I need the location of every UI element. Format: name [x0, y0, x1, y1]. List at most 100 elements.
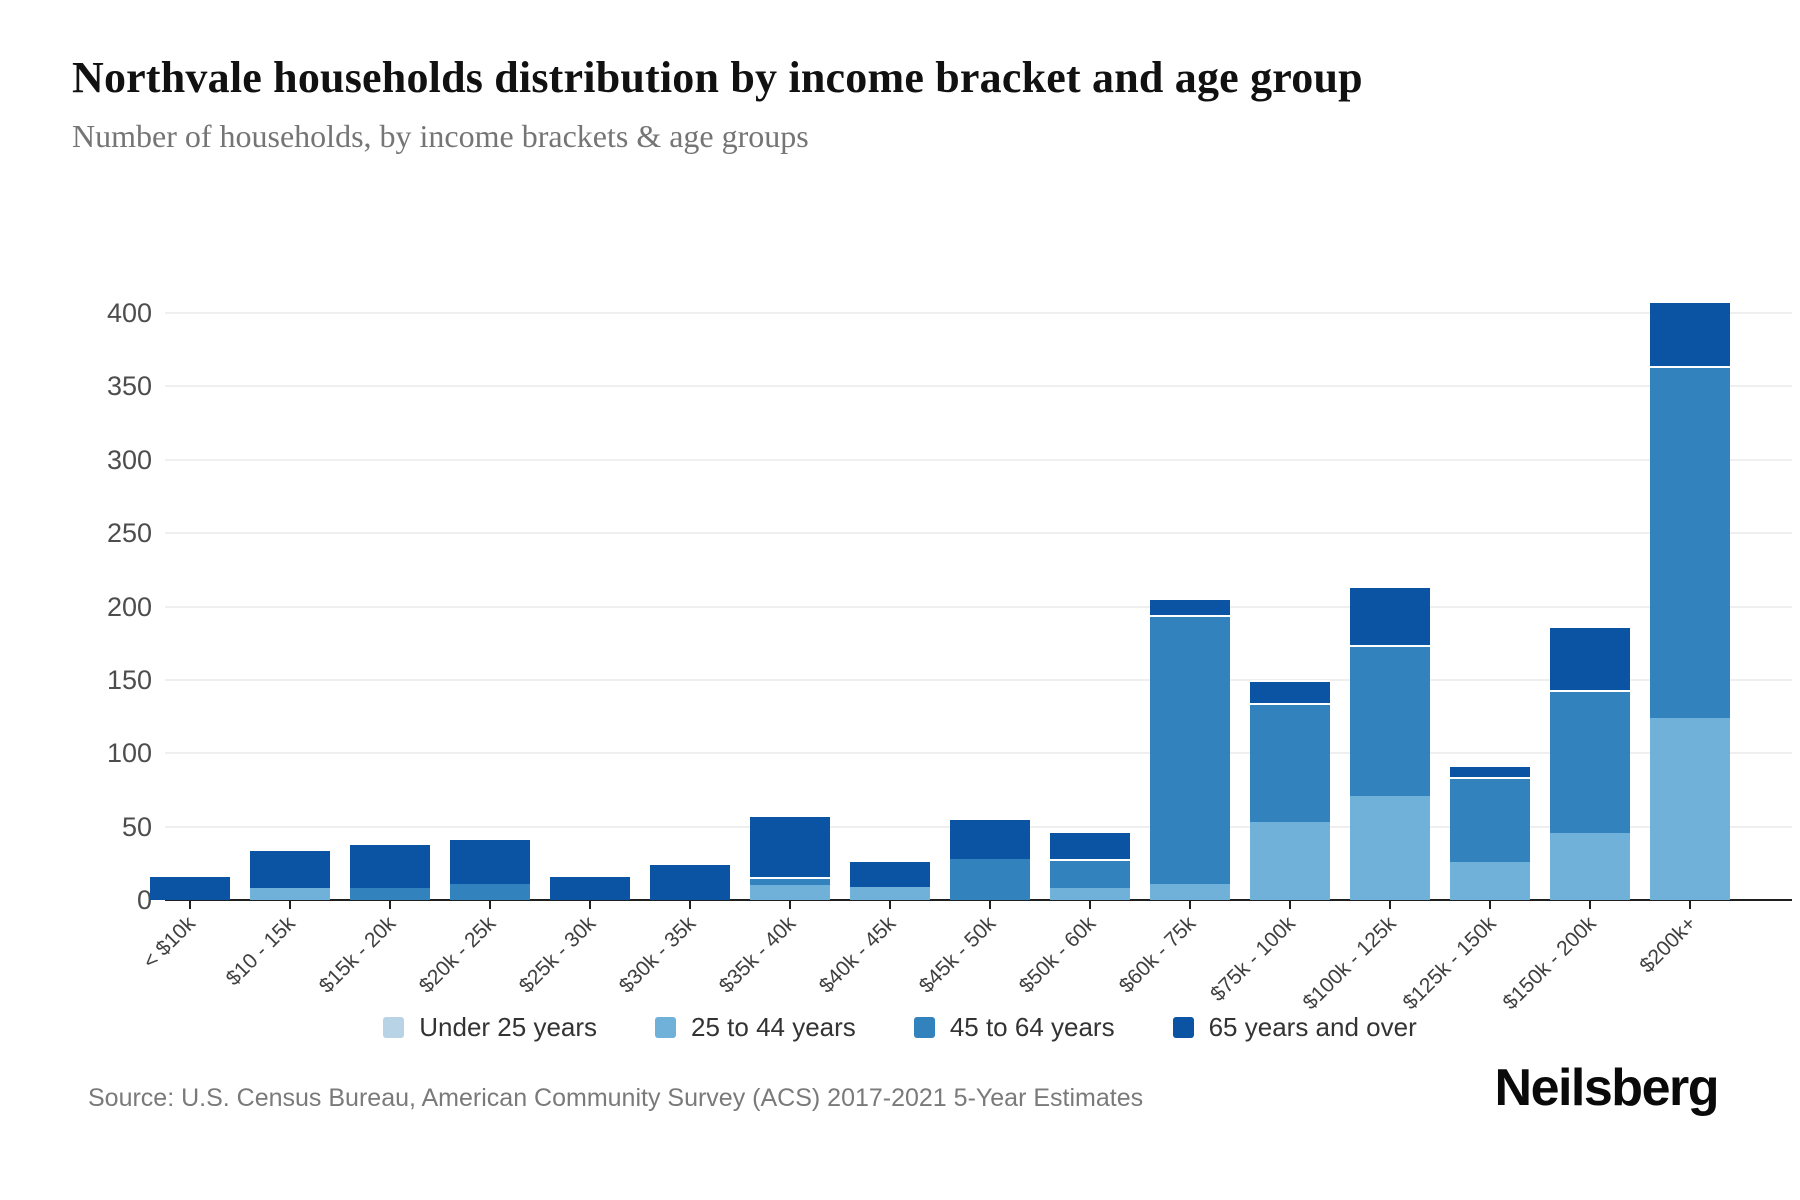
bar-segment[interactable]: [350, 888, 430, 900]
y-axis-label-250: 250: [106, 518, 152, 549]
bar-$20k - 25k[interactable]: [450, 838, 530, 900]
bar-segment[interactable]: [1450, 776, 1530, 862]
source-note: Source: U.S. Census Bureau, American Com…: [88, 1084, 1144, 1112]
bar-segment[interactable]: [950, 817, 1030, 859]
bar-segment[interactable]: [1050, 888, 1130, 900]
x-axis-label: $125k - 150k: [1398, 912, 1501, 1015]
bar-$40k - 45k[interactable]: [850, 860, 930, 900]
legend-swatch: [913, 1017, 935, 1038]
bar-$75k - 100k[interactable]: [1250, 679, 1330, 900]
bar-segment[interactable]: [250, 848, 330, 889]
bar-$45k - 50k[interactable]: [950, 817, 1030, 900]
bar-$200k+[interactable]: [1650, 301, 1730, 900]
bar-segment[interactable]: [450, 838, 530, 884]
y-axis-label-50: 50: [121, 811, 152, 842]
x-tick: [1689, 901, 1691, 909]
legend-swatch: [383, 1017, 405, 1038]
bar-segment[interactable]: [1350, 644, 1430, 796]
x-tick: [1289, 901, 1291, 909]
x-tick: [489, 901, 491, 909]
gridline-200: [165, 605, 1792, 608]
bar-segment[interactable]: [1250, 703, 1330, 823]
bar-segment[interactable]: [1450, 765, 1530, 777]
gridline-150: [165, 678, 1792, 681]
y-axis-label-300: 300: [106, 444, 152, 475]
bar-segment[interactable]: [1150, 883, 1230, 900]
x-axis-label: $15k - 20k: [314, 912, 401, 998]
legend-label: 25 to 44 years: [691, 1012, 856, 1042]
bar-segment[interactable]: [1150, 597, 1230, 616]
x-axis-label: $75k - 100k: [1206, 912, 1301, 1006]
bar-$50k - 60k[interactable]: [1050, 831, 1130, 900]
bar-segment[interactable]: [750, 885, 830, 900]
x-axis-label: $150k - 200k: [1498, 912, 1601, 1015]
bar-$30k - 35k[interactable]: [650, 864, 730, 900]
x-axis-label: $45k - 50k: [914, 912, 1001, 998]
x-tick: [289, 901, 291, 909]
x-tick: [1189, 901, 1191, 909]
bar-$100k - 125k[interactable]: [1350, 585, 1430, 900]
bar-segment[interactable]: [1550, 832, 1630, 900]
y-axis-label-0: 0: [136, 885, 152, 915]
x-axis-label: $200k+: [1634, 912, 1701, 978]
bar-$10 - 15k[interactable]: [250, 848, 330, 900]
x-axis-label: $25k - 30k: [514, 912, 601, 998]
bar-$60k - 75k[interactable]: [1150, 597, 1230, 900]
chart-subtitle: Number of households, by income brackets…: [72, 118, 809, 154]
x-tick: [1489, 901, 1491, 909]
x-tick: [589, 901, 591, 909]
x-axis-label: $40k - 45k: [814, 912, 901, 998]
bar-segment[interactable]: [750, 876, 830, 886]
legend-label: 45 to 64 years: [949, 1012, 1115, 1042]
bar-segment[interactable]: [650, 864, 730, 900]
x-axis-label: $60k - 75k: [1114, 912, 1201, 998]
legend-item-25 to 44 years[interactable]: 25 to 44 years: [655, 1012, 856, 1043]
brand-logo: Neilsberg: [1494, 1059, 1720, 1117]
bar-segment[interactable]: [1550, 690, 1630, 833]
legend-item-45 to 64 years[interactable]: 45 to 64 years: [913, 1012, 1115, 1043]
bar-$15k - 20k[interactable]: [350, 842, 430, 900]
bar-segment[interactable]: [150, 876, 230, 900]
bar-$25k - 30k[interactable]: [550, 876, 630, 900]
bar-< $10k[interactable]: [150, 876, 230, 900]
bar-segment[interactable]: [1650, 301, 1730, 366]
bar-$35k - 40k[interactable]: [750, 814, 830, 900]
x-axis-label: < $10k: [138, 912, 201, 974]
gridline-350: [165, 385, 1792, 388]
bar-segment[interactable]: [1350, 585, 1430, 645]
bar-segment[interactable]: [1150, 615, 1230, 884]
bar-segment[interactable]: [1050, 831, 1130, 859]
legend-item-65 years and over[interactable]: 65 years and over: [1172, 1012, 1417, 1043]
x-axis-line: [165, 899, 1792, 901]
bar-segment[interactable]: [850, 886, 930, 900]
bar-segment[interactable]: [1250, 679, 1330, 704]
legend-item-Under 25 years[interactable]: Under 25 years: [383, 1012, 597, 1043]
bar-segment[interactable]: [1650, 718, 1730, 900]
legend-label: 65 years and over: [1208, 1012, 1417, 1042]
x-tick: [889, 901, 891, 909]
bar-segment[interactable]: [1250, 822, 1330, 900]
bar-segment[interactable]: [450, 883, 530, 900]
bar-segment[interactable]: [1550, 625, 1630, 691]
bar-segment[interactable]: [1050, 858, 1130, 889]
bar-$125k - 150k[interactable]: [1450, 765, 1530, 900]
x-tick: [1089, 901, 1091, 909]
bar-segment[interactable]: [950, 858, 1030, 900]
bar-$150k - 200k[interactable]: [1550, 625, 1630, 900]
bar-segment[interactable]: [1450, 861, 1530, 900]
bar-segment[interactable]: [1350, 795, 1430, 900]
x-tick: [389, 901, 391, 909]
bar-segment[interactable]: [350, 842, 430, 889]
bar-segment[interactable]: [750, 814, 830, 877]
bar-segment[interactable]: [550, 876, 630, 900]
y-axis-label-150: 150: [106, 664, 152, 695]
bar-segment[interactable]: [1650, 365, 1730, 719]
x-axis-label: $30k - 35k: [614, 912, 701, 998]
bar-segment[interactable]: [250, 888, 330, 900]
x-axis-label: $20k - 25k: [414, 912, 501, 998]
bar-segment[interactable]: [850, 860, 930, 887]
x-tick: [189, 901, 191, 909]
gridline-400: [165, 312, 1792, 314]
